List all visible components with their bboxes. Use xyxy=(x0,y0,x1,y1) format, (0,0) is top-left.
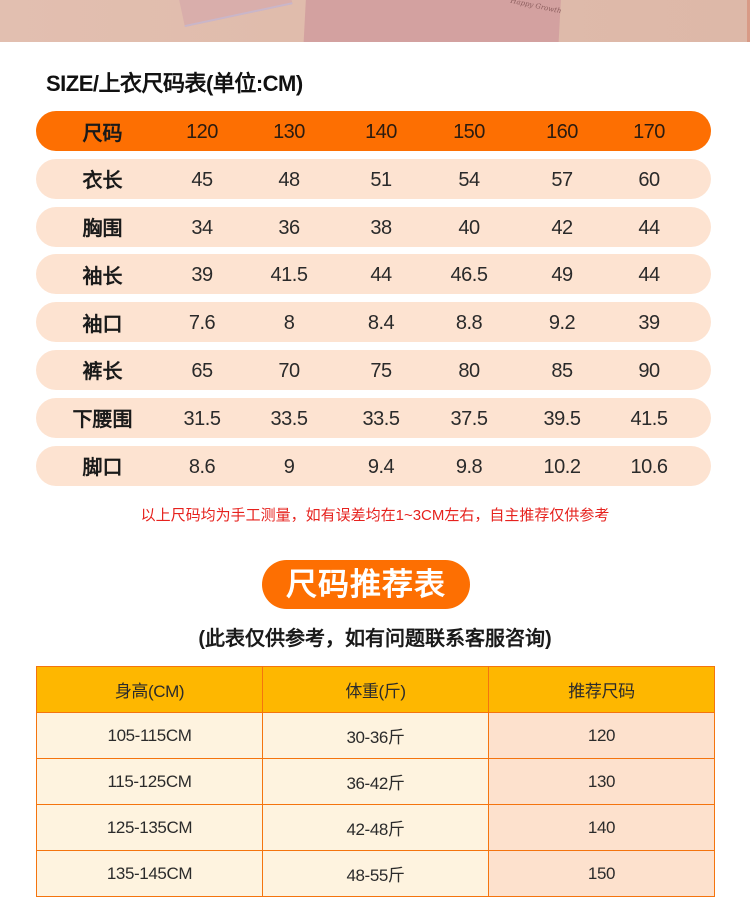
measurement-value: 7.6 xyxy=(188,312,216,335)
measurement-label: 衣长 xyxy=(82,170,123,193)
weight-cell: 30-36斤 xyxy=(262,712,489,759)
weight-cell: 48-55斤 xyxy=(262,850,489,897)
measurement-value: 9 xyxy=(283,455,295,478)
measurement-value: 49 xyxy=(551,264,573,287)
measurement-value: 65 xyxy=(191,359,213,382)
size-col-header: 140 xyxy=(365,121,397,143)
weight-cell: 42-48斤 xyxy=(262,804,489,851)
measurement-value: 44 xyxy=(638,264,660,287)
size-col-header: 120 xyxy=(186,121,218,143)
measurement-value: 45 xyxy=(191,168,213,191)
height-cell: 125-135CM xyxy=(36,804,263,851)
measurement-value: 8.4 xyxy=(367,312,395,335)
column-header-weight: 体重(斤) xyxy=(262,666,489,713)
measurement-value: 39 xyxy=(638,312,660,335)
measurement-value: 60 xyxy=(638,168,660,191)
product-photo-banner: Happy Growth xyxy=(0,0,750,42)
table-row: 115-125CM 36-42斤 130 xyxy=(36,758,715,805)
measurement-value: 33.5 xyxy=(362,407,400,430)
size-col-header: 170 xyxy=(633,121,665,143)
measurement-label: 裤长 xyxy=(82,361,123,384)
size-chart-header-row: 尺码 120 130 140 150 160 170 xyxy=(36,111,711,151)
measurement-value: 10.2 xyxy=(543,455,581,478)
column-header-size: 推荐尺码 xyxy=(488,666,715,713)
column-header-height: 身高(CM) xyxy=(36,666,263,713)
size-recommendation-table: 身高(CM) 体重(斤) 推荐尺码 105-115CM 30-36斤 120 1… xyxy=(36,666,715,897)
measurement-label: 胸围 xyxy=(82,218,123,241)
weight-cell: 36-42斤 xyxy=(262,758,489,805)
measurement-label: 袖口 xyxy=(82,313,123,336)
table-row: 105-115CM 30-36斤 120 xyxy=(36,712,715,759)
table-header-row: 身高(CM) 体重(斤) 推荐尺码 xyxy=(36,666,715,713)
measurement-value: 48 xyxy=(278,168,300,191)
size-col-header: 130 xyxy=(273,121,305,143)
height-cell: 135-145CM xyxy=(36,850,263,897)
measurement-value: 75 xyxy=(370,359,392,382)
measurement-value: 42 xyxy=(551,216,573,239)
measurement-value: 70 xyxy=(278,359,300,382)
measurement-value: 51 xyxy=(370,168,392,191)
size-chart-row: 袖口 7.6 8 8.4 8.8 9.2 39 xyxy=(36,302,711,343)
size-chart-title: SIZE/上衣尺码表(单位:CM) xyxy=(46,71,303,96)
table-row: 125-135CM 42-48斤 140 xyxy=(36,804,715,851)
measurement-value: 80 xyxy=(458,359,480,382)
measurement-value: 9.4 xyxy=(367,455,395,478)
measurement-value: 36 xyxy=(278,216,300,239)
measurement-value: 10.6 xyxy=(630,455,668,478)
measurement-label: 脚口 xyxy=(82,457,123,480)
measurement-value: 85 xyxy=(551,359,573,382)
measurement-value: 37.5 xyxy=(450,407,488,430)
measurement-disclaimer: 以上尺码均为手工测量，如有误差均在1~3CM左右，自主推荐仅供参考 xyxy=(140,507,610,524)
garment-collar-photo xyxy=(177,0,293,28)
measurement-value: 9.2 xyxy=(548,312,576,335)
size-cell: 120 xyxy=(488,712,715,759)
measurement-value: 39.5 xyxy=(543,407,581,430)
size-cell: 130 xyxy=(488,758,715,805)
measurement-value: 44 xyxy=(638,216,660,239)
banner-edge xyxy=(747,0,750,42)
measurement-value: 33.5 xyxy=(270,407,308,430)
measurement-value: 57 xyxy=(551,168,573,191)
header-label: 尺码 xyxy=(82,122,123,145)
measurement-value: 44 xyxy=(370,264,392,287)
measurement-value: 38 xyxy=(370,216,392,239)
measurement-value: 41.5 xyxy=(630,407,668,430)
size-cell: 140 xyxy=(488,804,715,851)
measurement-value: 8 xyxy=(283,312,295,335)
measurement-value: 8.6 xyxy=(188,455,216,478)
measurement-value: 31.5 xyxy=(183,407,221,430)
size-chart-table: 尺码 120 130 140 150 160 170 衣长 45 48 51 5… xyxy=(36,111,711,493)
measurement-value: 54 xyxy=(458,168,480,191)
recommend-subtitle: (此表仅供参考，如有问题联系客服咨询) xyxy=(198,628,552,650)
measurement-value: 34 xyxy=(191,216,213,239)
measurement-value: 40 xyxy=(458,216,480,239)
size-chart-row: 衣长 45 48 51 54 57 60 xyxy=(36,158,711,199)
height-cell: 105-115CM xyxy=(36,712,263,759)
measurement-value: 9.8 xyxy=(455,455,483,478)
size-chart-row: 袖长 39 41.5 44 46.5 49 44 xyxy=(36,254,711,295)
table-row: 135-145CM 48-55斤 150 xyxy=(36,850,715,897)
size-chart-row: 裤长 65 70 75 80 85 90 xyxy=(36,349,711,390)
measurement-value: 39 xyxy=(191,264,213,287)
measurement-value: 90 xyxy=(638,359,660,382)
size-col-header: 160 xyxy=(546,121,578,143)
height-cell: 115-125CM xyxy=(36,758,263,805)
size-chart-row: 下腰围 31.5 33.5 33.5 37.5 39.5 41.5 xyxy=(36,397,711,438)
size-col-header: 150 xyxy=(453,121,485,143)
size-chart-row: 胸围 34 36 38 40 42 44 xyxy=(36,206,711,247)
measurement-value: 46.5 xyxy=(450,264,488,287)
measurement-value: 8.8 xyxy=(455,312,483,335)
measurement-value: 41.5 xyxy=(270,264,308,287)
size-chart-row: 脚口 8.6 9 9.4 9.8 10.2 10.6 xyxy=(36,445,711,486)
size-cell: 150 xyxy=(488,850,715,897)
recommend-section-badge: 尺码推荐表 xyxy=(262,560,470,609)
measurement-label: 袖长 xyxy=(82,265,123,288)
measurement-label: 下腰围 xyxy=(72,409,133,432)
